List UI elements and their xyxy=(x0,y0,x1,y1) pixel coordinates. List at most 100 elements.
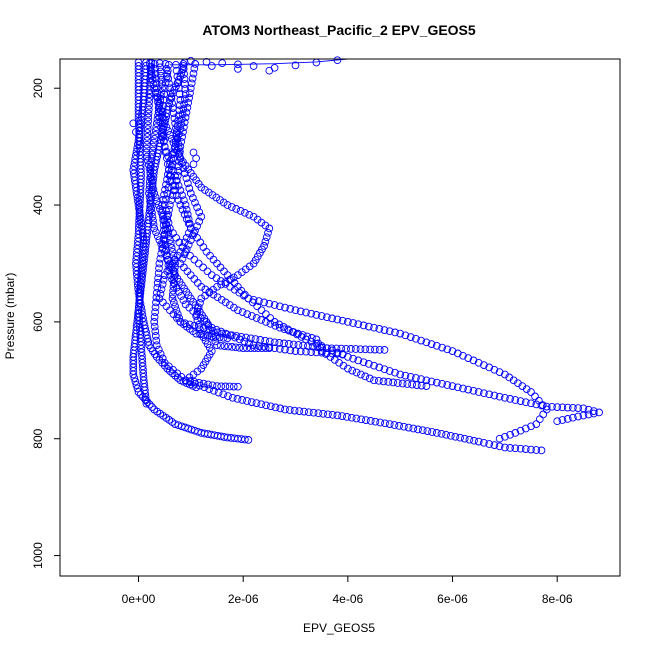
data-point xyxy=(161,148,170,157)
data-point xyxy=(157,208,166,217)
data-point xyxy=(506,444,514,452)
data-point xyxy=(356,345,365,354)
data-point xyxy=(161,220,170,229)
chart-title: ATOM3 Northeast_Pacific_2 EPV_GEOS5 xyxy=(202,22,476,38)
data-point xyxy=(396,370,405,379)
data-point xyxy=(148,212,157,221)
data-point xyxy=(209,285,217,294)
data-point xyxy=(153,115,162,124)
data-point xyxy=(158,201,166,209)
data-point xyxy=(171,371,179,380)
data-point xyxy=(409,424,418,433)
data-point xyxy=(164,127,173,135)
data-point xyxy=(174,181,183,190)
data-point xyxy=(133,270,141,279)
data-point xyxy=(170,279,179,288)
data-point xyxy=(147,62,156,71)
data-point xyxy=(177,292,185,300)
data-point xyxy=(262,401,270,410)
data-point xyxy=(265,224,274,233)
data-point xyxy=(428,428,436,436)
data-point xyxy=(245,262,254,271)
data-point xyxy=(191,226,199,235)
data-point xyxy=(132,381,141,389)
data-point xyxy=(204,331,212,340)
data-point xyxy=(221,382,230,391)
data-point xyxy=(371,345,379,354)
data-point xyxy=(574,412,582,421)
data-point xyxy=(151,127,160,135)
data-point xyxy=(159,212,167,221)
data-point xyxy=(162,123,171,132)
data-point xyxy=(374,376,383,385)
data-point xyxy=(190,64,199,73)
data-point xyxy=(157,92,165,100)
data-point xyxy=(417,381,426,390)
data-point xyxy=(169,150,177,158)
data-point xyxy=(286,305,295,313)
data-point xyxy=(357,415,366,424)
data-point xyxy=(175,287,183,296)
data-point xyxy=(146,74,155,83)
data-point xyxy=(181,95,189,103)
data-point xyxy=(177,120,185,128)
data-point xyxy=(224,342,233,351)
data-point xyxy=(231,343,240,352)
data-point xyxy=(143,136,151,145)
data-point xyxy=(375,363,384,372)
data-point xyxy=(179,105,188,113)
data-point xyxy=(422,338,431,347)
data-point xyxy=(145,86,154,95)
data-point xyxy=(532,446,541,454)
data-point xyxy=(262,318,270,326)
data-point xyxy=(579,411,588,420)
data-point xyxy=(379,377,388,386)
data-point xyxy=(501,393,509,402)
y-tick-label: 800 xyxy=(31,428,45,448)
data-point xyxy=(308,342,317,351)
series-line xyxy=(169,58,348,66)
data-point xyxy=(217,382,226,391)
data-point xyxy=(156,63,165,72)
data-point xyxy=(418,426,427,435)
data-point xyxy=(260,342,268,351)
data-point xyxy=(338,350,347,358)
data-point xyxy=(352,368,361,377)
data-point xyxy=(291,347,300,355)
data-point xyxy=(170,148,179,157)
data-point xyxy=(249,62,258,70)
data-point xyxy=(521,445,530,453)
data-point xyxy=(157,80,166,88)
data-point xyxy=(153,197,161,206)
data-point xyxy=(148,76,157,84)
data-point xyxy=(129,119,138,128)
data-point xyxy=(183,210,192,219)
data-point xyxy=(151,303,160,312)
data-point xyxy=(261,344,270,353)
data-point xyxy=(220,342,229,350)
data-point xyxy=(401,371,410,380)
data-point xyxy=(159,275,168,284)
data-point xyxy=(249,341,258,350)
data-point xyxy=(142,396,150,405)
data-point xyxy=(182,174,191,183)
data-point xyxy=(170,275,178,283)
data-point xyxy=(130,374,139,382)
data-point xyxy=(359,321,368,330)
data-point xyxy=(250,344,259,353)
data-point xyxy=(328,349,336,358)
data-point xyxy=(542,402,551,411)
data-point xyxy=(531,392,539,401)
data-point xyxy=(302,347,310,356)
y-tick-label: 1000 xyxy=(31,542,45,569)
data-point xyxy=(257,316,266,324)
data-point xyxy=(162,147,171,156)
data-point xyxy=(132,151,140,160)
data-point xyxy=(261,221,270,230)
data-point xyxy=(158,84,166,93)
data-point xyxy=(361,345,370,354)
data-point xyxy=(179,164,188,173)
data-point xyxy=(427,340,436,348)
data-point xyxy=(170,145,179,153)
